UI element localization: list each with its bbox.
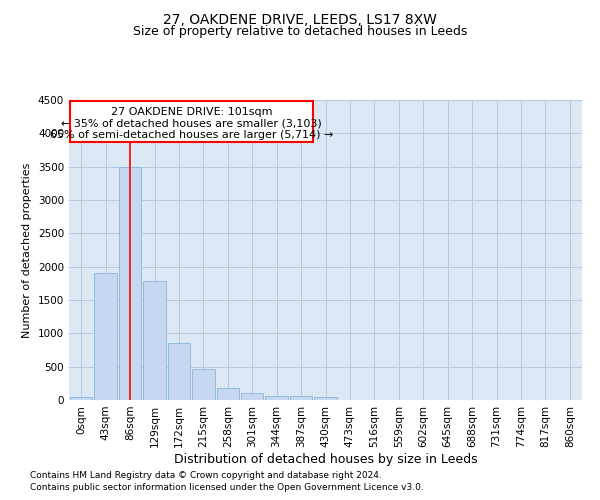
Bar: [143, 282, 166, 400]
Bar: [265, 396, 288, 400]
Bar: [314, 398, 337, 400]
Text: 27 OAKDENE DRIVE: 101sqm: 27 OAKDENE DRIVE: 101sqm: [111, 107, 272, 117]
Bar: [70, 396, 92, 400]
Bar: [241, 394, 263, 400]
Y-axis label: Number of detached properties: Number of detached properties: [22, 162, 32, 338]
Bar: [94, 274, 117, 400]
Bar: [192, 370, 215, 400]
Bar: [290, 396, 313, 400]
Bar: [119, 166, 142, 400]
Text: ← 35% of detached houses are smaller (3,103): ← 35% of detached houses are smaller (3,…: [61, 118, 322, 128]
Bar: [70, 100, 313, 142]
Text: Contains HM Land Registry data © Crown copyright and database right 2024.: Contains HM Land Registry data © Crown c…: [30, 471, 382, 480]
X-axis label: Distribution of detached houses by size in Leeds: Distribution of detached houses by size …: [173, 452, 478, 466]
Text: 27, OAKDENE DRIVE, LEEDS, LS17 8XW: 27, OAKDENE DRIVE, LEEDS, LS17 8XW: [163, 12, 437, 26]
Text: Contains public sector information licensed under the Open Government Licence v3: Contains public sector information licen…: [30, 484, 424, 492]
Bar: [217, 388, 239, 400]
Bar: [167, 344, 190, 400]
Text: Size of property relative to detached houses in Leeds: Size of property relative to detached ho…: [133, 25, 467, 38]
Text: 65% of semi-detached houses are larger (5,714) →: 65% of semi-detached houses are larger (…: [50, 130, 334, 140]
